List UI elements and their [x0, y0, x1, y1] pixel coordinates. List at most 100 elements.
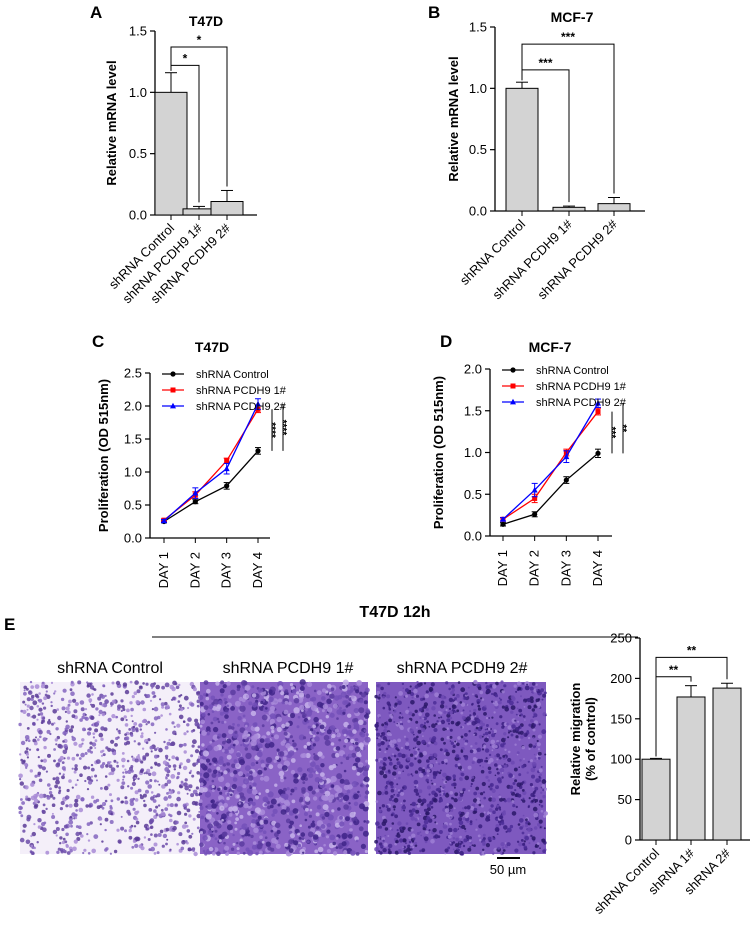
stain-dot — [447, 776, 452, 781]
stain-dot — [322, 776, 327, 781]
stain-dot — [510, 791, 513, 794]
stain-dot — [230, 847, 235, 851]
stain-dot — [104, 699, 109, 704]
stain-dot — [416, 822, 421, 827]
stain-dot — [522, 814, 525, 817]
stain-dot — [364, 736, 371, 743]
stain-dot — [374, 847, 379, 852]
stain-dot — [280, 691, 285, 696]
stain-dot — [124, 733, 127, 736]
stain-dot — [52, 829, 58, 835]
stain-dot — [394, 814, 398, 819]
stain-dot — [453, 798, 458, 803]
stain-dot — [412, 846, 415, 849]
stain-dot — [484, 705, 487, 708]
stain-dot — [390, 754, 394, 758]
stain-dot — [378, 850, 381, 853]
stain-dot — [221, 813, 227, 820]
stain-dot — [516, 751, 520, 755]
stain-dot — [343, 804, 349, 810]
stain-dot — [343, 733, 347, 737]
stain-dot — [362, 721, 367, 726]
stain-dot — [472, 693, 474, 695]
stain-dot — [421, 848, 426, 852]
y-tick-label: 0.5 — [124, 498, 142, 513]
x-tick-label: shRNA PCDH9 1# — [489, 216, 575, 302]
stain-dot — [247, 833, 251, 837]
stain-dot — [128, 728, 132, 731]
stain-dot — [206, 745, 213, 751]
stain-dot — [174, 803, 178, 807]
stain-dot — [83, 765, 88, 770]
stain-dot — [449, 831, 453, 836]
stain-dot — [383, 691, 387, 696]
stain-dot — [18, 773, 23, 779]
stain-dot — [521, 745, 525, 750]
stain-dot — [64, 840, 68, 844]
stain-dot — [284, 700, 289, 705]
stain-dot — [423, 682, 427, 685]
stain-dot — [398, 776, 401, 780]
stain-dot — [53, 692, 56, 695]
stain-dot — [242, 739, 246, 743]
stain-dot — [429, 688, 433, 693]
stain-dot — [50, 681, 54, 685]
stain-dot — [243, 803, 249, 809]
stain-dot — [51, 812, 54, 815]
stain-dot — [304, 812, 308, 816]
stain-dot — [377, 742, 382, 747]
stain-dot — [121, 705, 125, 709]
stain-dot — [302, 736, 307, 740]
stain-dot — [68, 728, 74, 733]
stain-dot — [62, 848, 66, 852]
stain-dot — [482, 848, 485, 851]
stain-dot — [110, 799, 114, 803]
stain-dot — [397, 789, 401, 792]
stain-dot — [253, 733, 259, 740]
stain-dot — [229, 772, 235, 777]
stain-dot — [521, 789, 525, 792]
stain-dot — [69, 815, 73, 819]
stain-dot — [405, 688, 409, 693]
stain-dot — [126, 708, 130, 713]
stain-dot — [349, 689, 353, 693]
stain-dot — [401, 682, 405, 686]
stain-dot — [126, 809, 131, 814]
stain-dot — [316, 701, 323, 708]
stain-dot — [252, 772, 258, 777]
stain-dot — [400, 802, 403, 805]
stain-dot — [321, 755, 325, 759]
stain-dot — [41, 681, 45, 685]
stain-dot — [467, 847, 472, 852]
stain-dot — [247, 775, 254, 781]
stain-dot — [41, 809, 45, 813]
stain-dot — [522, 799, 526, 803]
stain-dot — [310, 728, 314, 732]
data-point-shrna-control — [192, 499, 198, 505]
stain-dot — [101, 806, 105, 810]
stain-dot — [55, 743, 58, 746]
stain-dot — [137, 777, 140, 780]
stain-dot — [143, 836, 147, 839]
stain-dot — [438, 710, 441, 714]
stain-dot — [211, 702, 215, 706]
stain-dot — [337, 807, 341, 811]
stain-dot — [29, 769, 33, 773]
stain-dot — [455, 722, 460, 727]
stain-dot — [221, 733, 227, 738]
stain-dot — [59, 848, 64, 852]
stain-dot — [446, 803, 450, 806]
stain-dot — [377, 790, 382, 796]
stain-dot — [316, 690, 322, 696]
stain-dot — [488, 770, 492, 774]
stain-dot — [379, 851, 383, 855]
data-point-shrna-pcdh9-2 — [531, 486, 538, 493]
stain-dot — [157, 804, 161, 807]
stain-dot — [532, 736, 535, 739]
stain-dot — [283, 776, 287, 780]
stain-dot — [485, 724, 489, 727]
stain-dot — [503, 684, 507, 688]
stain-dot — [37, 771, 42, 776]
stain-dot — [100, 754, 104, 757]
